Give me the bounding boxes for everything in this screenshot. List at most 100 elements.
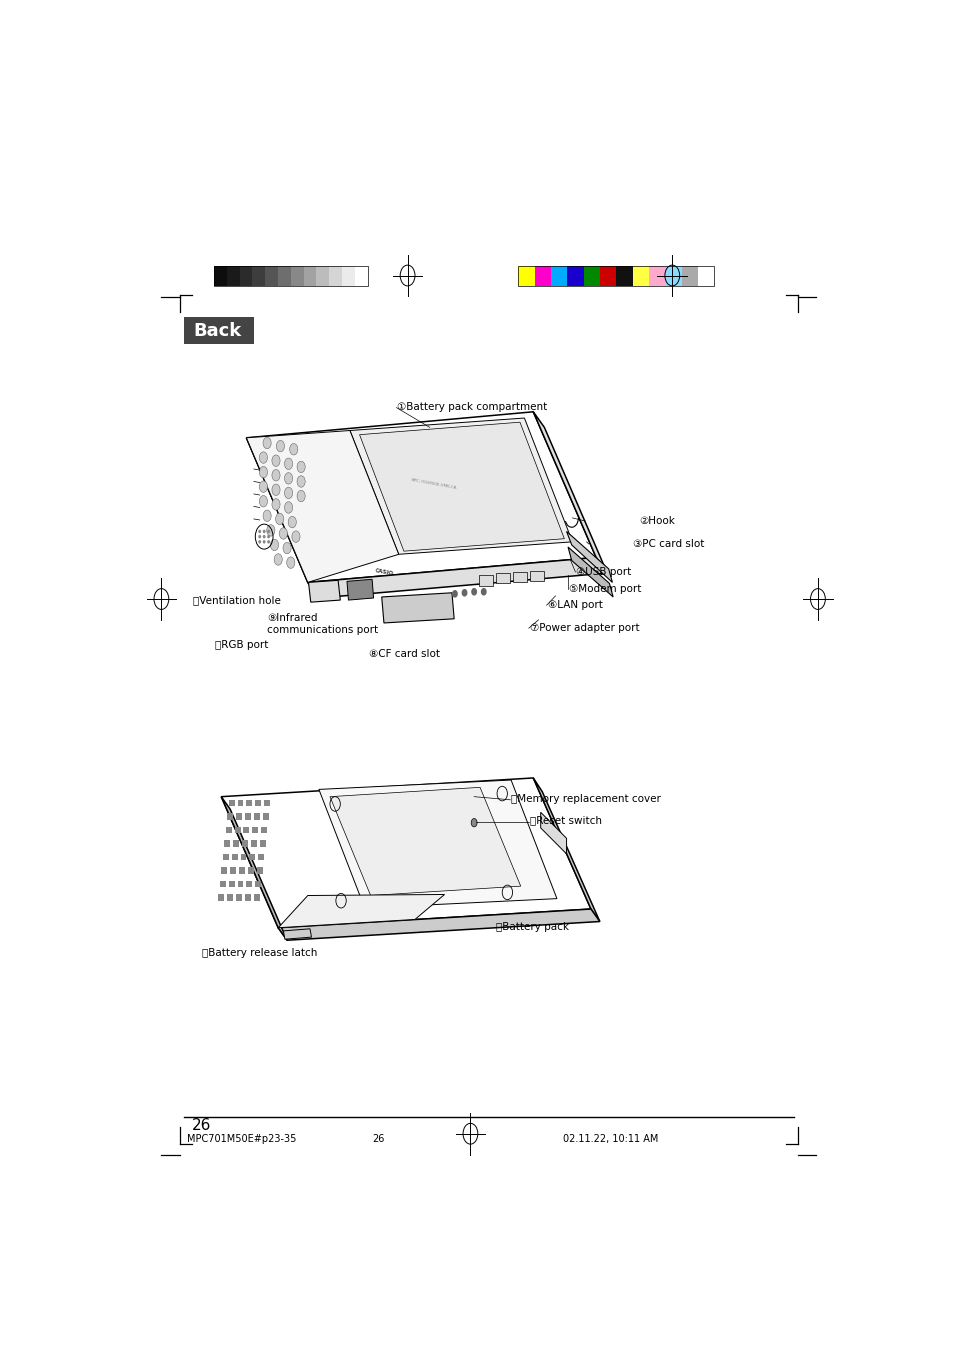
Circle shape (296, 476, 305, 488)
Polygon shape (278, 894, 444, 928)
Bar (252, 827, 258, 834)
Bar (243, 827, 249, 834)
Circle shape (284, 458, 293, 470)
Circle shape (284, 488, 293, 499)
Circle shape (471, 819, 476, 827)
Bar (303, 266, 316, 286)
Text: 26: 26 (372, 1133, 384, 1144)
Bar (222, 854, 229, 861)
Circle shape (284, 501, 293, 513)
Polygon shape (350, 417, 572, 554)
Text: ⑭Battery pack: ⑭Battery pack (496, 921, 569, 932)
Circle shape (263, 531, 265, 532)
Bar (248, 867, 253, 874)
Circle shape (275, 513, 283, 524)
Bar (234, 827, 240, 834)
Polygon shape (533, 412, 606, 573)
Bar (255, 881, 261, 888)
Bar (252, 266, 265, 286)
Circle shape (259, 496, 267, 507)
Bar (221, 867, 227, 874)
Bar (213, 266, 227, 286)
Bar (245, 813, 251, 820)
Circle shape (462, 589, 466, 596)
Circle shape (270, 539, 278, 551)
Bar (251, 840, 256, 847)
Polygon shape (221, 797, 287, 940)
Circle shape (276, 440, 284, 451)
Bar (496, 573, 509, 584)
Bar (233, 840, 239, 847)
Bar (518, 266, 714, 286)
Bar (240, 854, 246, 861)
Circle shape (259, 451, 267, 463)
Text: ⑤Modem port: ⑤Modem port (568, 584, 640, 593)
Text: ⑬Reset switch: ⑬Reset switch (529, 816, 601, 825)
Circle shape (259, 481, 267, 492)
Circle shape (263, 540, 265, 543)
Bar (255, 800, 261, 807)
Text: 02.11.22, 10:11 AM: 02.11.22, 10:11 AM (562, 1133, 658, 1144)
Text: CASIO: CASIO (374, 567, 394, 576)
Bar (342, 266, 355, 286)
Text: MPC-701M50E-VMK-CA: MPC-701M50E-VMK-CA (410, 478, 456, 490)
Bar (229, 800, 234, 807)
Bar (245, 894, 251, 901)
Bar (329, 266, 342, 286)
Bar (518, 266, 535, 286)
Polygon shape (308, 581, 340, 603)
Bar (535, 266, 551, 286)
Bar (235, 813, 242, 820)
Circle shape (296, 490, 305, 501)
Polygon shape (278, 909, 599, 940)
Polygon shape (347, 580, 374, 600)
Text: ⑧CF card slot: ⑧CF card slot (369, 650, 439, 659)
Bar (224, 840, 230, 847)
Polygon shape (566, 531, 612, 582)
Bar (229, 881, 234, 888)
Bar (218, 894, 224, 901)
Circle shape (272, 499, 280, 511)
Bar (258, 854, 264, 861)
Bar (291, 266, 303, 286)
Text: ⑫Memory replacement cover: ⑫Memory replacement cover (511, 794, 660, 804)
Bar (355, 266, 367, 286)
Circle shape (263, 438, 271, 449)
Polygon shape (533, 778, 599, 921)
Bar (261, 827, 267, 834)
Polygon shape (221, 778, 590, 928)
Circle shape (284, 473, 293, 484)
Text: ⑯RGB port: ⑯RGB port (215, 640, 269, 650)
Bar (583, 266, 599, 286)
Bar (665, 266, 681, 286)
Bar (698, 266, 714, 286)
Bar (249, 854, 255, 861)
Bar (246, 881, 252, 888)
Bar (219, 881, 226, 888)
Circle shape (267, 524, 274, 536)
Bar (513, 571, 526, 582)
Circle shape (296, 461, 305, 473)
Circle shape (288, 516, 296, 528)
Bar (599, 266, 616, 286)
Bar (246, 800, 252, 807)
Bar (253, 894, 259, 901)
Bar (316, 266, 329, 286)
Bar (256, 867, 262, 874)
Bar (530, 571, 543, 581)
Bar (239, 266, 252, 286)
Text: MPC701M50E#p23-35: MPC701M50E#p23-35 (187, 1133, 296, 1144)
Circle shape (272, 484, 280, 496)
Bar (235, 894, 242, 901)
Circle shape (272, 455, 280, 466)
Text: ⑥LAN port: ⑥LAN port (547, 600, 602, 611)
Bar (232, 854, 237, 861)
Circle shape (453, 590, 456, 597)
Text: Back: Back (193, 322, 241, 339)
Polygon shape (308, 558, 606, 598)
Text: ②Hook: ②Hook (639, 516, 674, 526)
Bar (265, 266, 277, 286)
Polygon shape (283, 928, 311, 939)
Bar (227, 266, 239, 286)
Polygon shape (246, 431, 398, 582)
